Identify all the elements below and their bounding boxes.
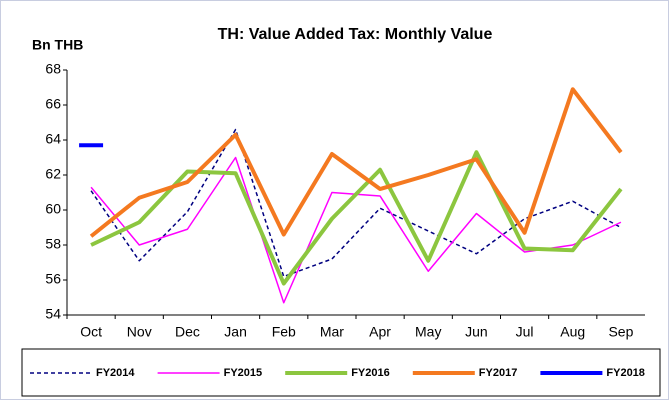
chart-title: TH: Value Added Tax: Monthly Value [218, 26, 493, 43]
y-tick-label: 64 [45, 131, 61, 147]
x-tick-label: Jul [516, 324, 534, 340]
legend-label: FY2016 [351, 367, 390, 379]
x-tick-label: Oct [80, 324, 102, 340]
y-tick-label: 68 [45, 61, 61, 77]
x-tick-label: Feb [272, 324, 296, 340]
series-line [90, 128, 622, 278]
x-tick-label: Dec [175, 324, 200, 340]
y-tick-label: 58 [45, 236, 61, 252]
x-tick-label: Nov [127, 324, 152, 340]
series-line [89, 87, 623, 238]
x-tick-label: Sep [608, 324, 633, 340]
legend-label: FY2018 [606, 367, 645, 379]
legend-box [21, 348, 661, 397]
legend-label: FY2014 [96, 367, 135, 379]
legend-label: FY2015 [224, 367, 263, 379]
legend-label: FY2017 [479, 367, 518, 379]
y-axis-label: Bn THB [32, 37, 83, 53]
x-tick-label: Aug [560, 324, 585, 340]
y-tick-label: 56 [45, 271, 61, 287]
x-tick-label: Jun [465, 324, 488, 340]
x-tick-label: Apr [369, 324, 391, 340]
x-tick-label: Mar [320, 324, 344, 340]
y-tick-label: 60 [45, 201, 61, 217]
series-line [90, 150, 623, 286]
y-tick-label: 66 [45, 96, 61, 112]
x-tick-label: May [415, 324, 441, 340]
x-tick-label: Jan [224, 324, 247, 340]
y-tick-label: 54 [45, 306, 61, 322]
y-tick-label: 62 [45, 166, 61, 182]
